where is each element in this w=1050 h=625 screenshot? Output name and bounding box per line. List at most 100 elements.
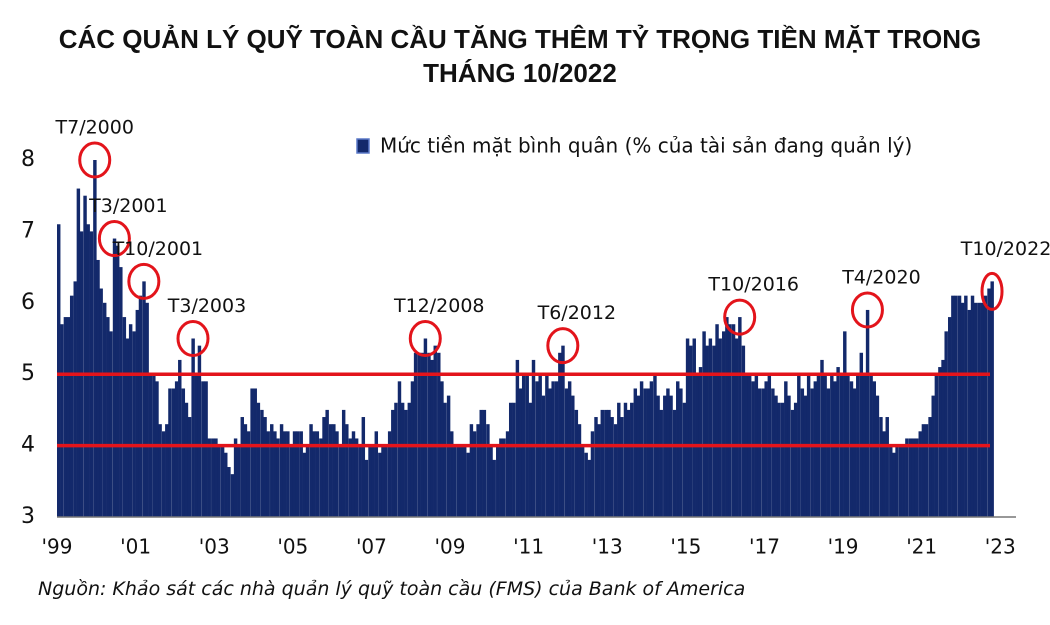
bar [865, 309, 870, 517]
legend-label: Mức tiền mặt bình quân (% của tài sản đa… [380, 134, 912, 158]
bar [197, 345, 202, 517]
bar [86, 224, 90, 517]
bar [793, 402, 798, 517]
bar [859, 352, 864, 517]
bar [502, 438, 506, 517]
bar [440, 381, 444, 517]
bar [227, 467, 231, 517]
bar [960, 302, 965, 517]
bar [938, 367, 942, 517]
bar [636, 395, 641, 517]
bar [155, 381, 159, 517]
bar [849, 381, 854, 517]
bar [276, 438, 280, 517]
bar [263, 417, 267, 517]
bar [833, 381, 837, 517]
bar [351, 431, 356, 517]
bar [872, 381, 876, 517]
bar [486, 424, 490, 517]
bar [243, 424, 248, 517]
bar [384, 445, 388, 517]
bar [672, 409, 677, 517]
bar [931, 395, 935, 517]
bar [496, 445, 500, 517]
bar [617, 402, 621, 517]
bar [571, 395, 575, 517]
bar [250, 388, 254, 517]
bar [99, 288, 103, 517]
bar [214, 438, 218, 517]
bar [584, 452, 588, 517]
bar [499, 438, 503, 517]
bar [898, 445, 903, 517]
bar [515, 359, 520, 517]
bar [630, 402, 634, 517]
bar [875, 395, 880, 517]
y-tick-label: 6 [21, 290, 35, 315]
bar [450, 431, 454, 517]
bar [800, 388, 805, 517]
bar [561, 345, 565, 517]
bar [734, 338, 739, 517]
bar [178, 359, 182, 517]
annotation-circle [546, 327, 580, 365]
bar [489, 445, 493, 517]
bar [990, 281, 994, 517]
bar [604, 409, 608, 517]
bar [613, 424, 618, 517]
bar [656, 395, 660, 517]
bar [633, 388, 638, 517]
bar [590, 431, 595, 517]
bar [76, 188, 81, 517]
bar [908, 438, 913, 517]
bar [207, 438, 211, 517]
bar [558, 352, 562, 517]
bar [171, 388, 176, 517]
bar [191, 338, 195, 517]
bar [135, 309, 140, 517]
bar [187, 417, 192, 517]
bar [315, 431, 320, 517]
bar [69, 295, 74, 517]
bar [564, 388, 569, 517]
bar [145, 302, 149, 517]
bar [413, 352, 418, 517]
bar [66, 317, 71, 517]
bar [233, 438, 238, 517]
bar [394, 402, 398, 517]
bar [417, 352, 421, 517]
annotation-label: T7/2000 [55, 117, 134, 139]
x-tick-label: '21 [906, 535, 937, 559]
bar [594, 417, 598, 517]
bar [289, 445, 294, 517]
bar [57, 224, 61, 517]
bar [587, 459, 592, 517]
bar [780, 402, 785, 517]
bar [469, 424, 474, 517]
bar [885, 417, 889, 517]
bar [476, 424, 480, 517]
source-note: Nguồn: Khảo sát các nhà quản lý quỹ toàn… [38, 578, 746, 600]
bar [246, 431, 251, 517]
bar [531, 359, 536, 517]
bar [649, 381, 654, 517]
bar [446, 395, 451, 517]
bar [73, 281, 77, 517]
bar [266, 431, 270, 517]
bar [607, 409, 611, 517]
bar [548, 388, 552, 517]
bar [112, 238, 117, 518]
bar [328, 424, 333, 517]
y-tick-label: 4 [21, 433, 35, 458]
bar [567, 381, 572, 517]
bar [626, 409, 631, 517]
annotation-circle [980, 271, 1004, 311]
bar [338, 445, 343, 517]
bar [305, 445, 310, 517]
bar [921, 424, 926, 517]
bar [253, 388, 257, 517]
x-tick-label: '11 [513, 535, 544, 559]
bar [256, 402, 261, 517]
annotation-label: T6/2012 [537, 302, 616, 324]
